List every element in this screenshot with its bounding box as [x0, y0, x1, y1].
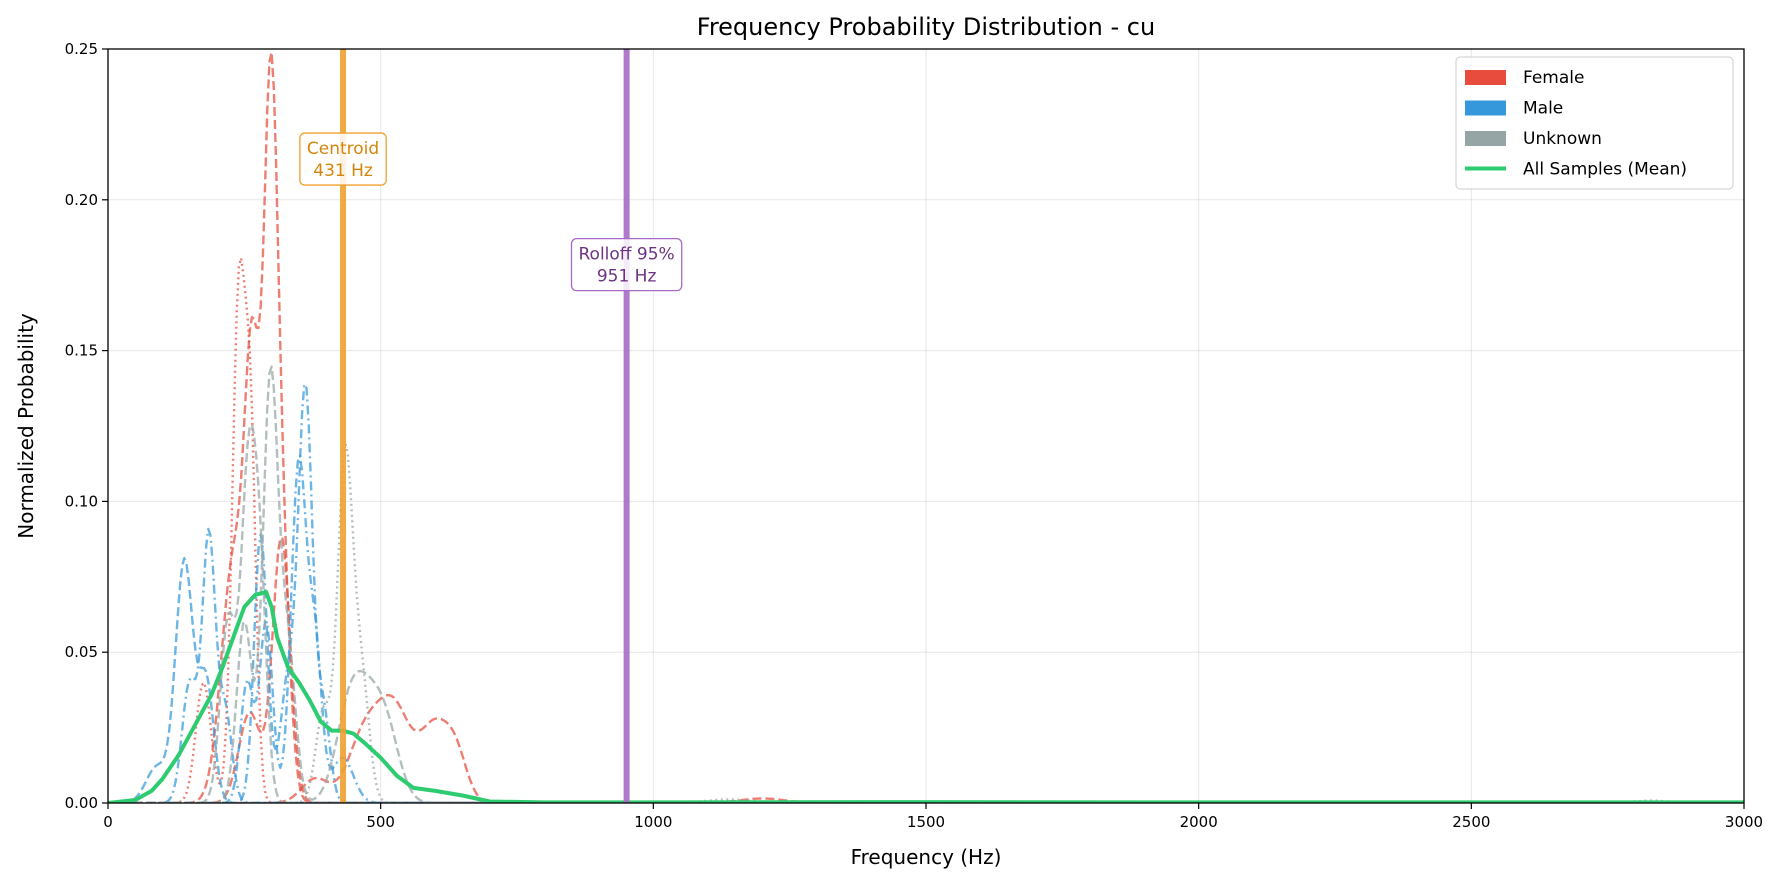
annotation-box	[299, 132, 387, 186]
x-tick-label: 3000	[1725, 813, 1763, 831]
legend-entry: Male	[1465, 99, 1563, 119]
sample-curve-female	[108, 694, 1744, 803]
x-tick-label: 2000	[1180, 813, 1218, 831]
x-tick-label: 1500	[907, 813, 945, 831]
annotation-text: Centroid	[307, 139, 379, 159]
mean-curve	[108, 589, 1744, 803]
series-layer	[108, 51, 1744, 803]
chart-title: Frequency Probability Distribution - cu	[697, 13, 1155, 41]
annotation-text: 431 Hz	[313, 161, 373, 181]
legend-label: Male	[1523, 99, 1563, 119]
y-tick-label: 0.20	[65, 191, 98, 209]
legend-frame	[1455, 56, 1734, 190]
x-tick-label: 2500	[1452, 813, 1490, 831]
y-tick-label: 0.25	[65, 40, 98, 58]
legend-entry: Female	[1465, 68, 1584, 88]
y-tick-label: 0.10	[65, 492, 98, 510]
y-axis-title: Normalized Probability	[14, 313, 38, 539]
legend-entry: Unknown	[1465, 129, 1602, 149]
annotation-text: Rolloff 95%	[579, 245, 675, 265]
legend-label: All Samples (Mean)	[1523, 160, 1687, 180]
annotation-text: 951 Hz	[597, 267, 657, 287]
sample-curve-unknown	[108, 365, 1744, 803]
rolloff-annotation: Rolloff 95%951 Hz	[570, 237, 683, 292]
y-tick-label: 0.00	[65, 794, 98, 812]
x-tick-label: 1000	[634, 813, 672, 831]
annotation-box	[570, 237, 683, 292]
legend-swatch	[1465, 70, 1506, 85]
axis-ticks: 0 500 1000 1500 2000 2500 3000 0.00 0.05 0.10 0.15…	[65, 40, 1764, 831]
legend-swatch	[1465, 100, 1506, 116]
x-axis-title: Frequency (Hz)	[851, 845, 1002, 869]
x-tick-label: 0	[103, 813, 113, 831]
legend-swatch	[1465, 131, 1506, 146]
y-tick-label: 0.15	[65, 342, 98, 360]
x-tick-label: 500	[366, 813, 395, 831]
y-tick-label: 0.05	[65, 643, 98, 661]
legend-entry: All Samples (Mean)	[1465, 160, 1687, 180]
legend: Female Male Unknown All Samples (Mean)	[1455, 56, 1734, 190]
legend-label: Female	[1523, 68, 1584, 88]
legend-label: Unknown	[1523, 129, 1602, 149]
